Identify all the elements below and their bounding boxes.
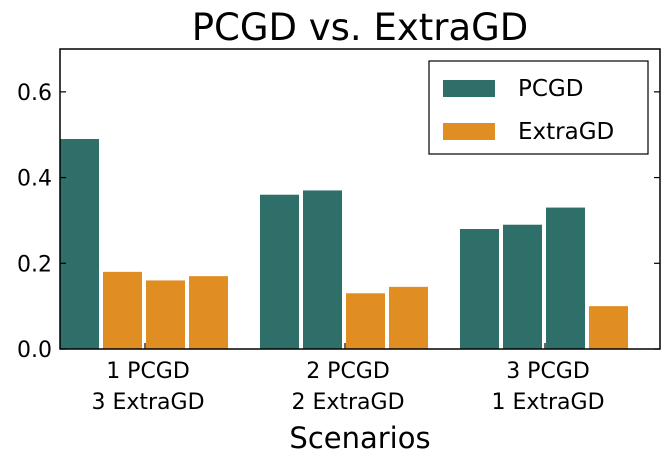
legend-label-extragd: ExtraGD — [518, 119, 614, 145]
legend-swatch-pcgd — [443, 80, 495, 97]
chart-title: PCGD vs. ExtraGD — [192, 6, 529, 49]
bar-pcgd-group3-3 — [546, 207, 585, 349]
y-tick-label: 0.6 — [17, 81, 52, 106]
x-tick-label-line1: 1 PCGD — [106, 359, 190, 384]
bar-extragd-group2-3 — [346, 293, 385, 349]
bar-pcgd-group2-1 — [260, 194, 299, 349]
x-tick-label-line2: 3 ExtraGD — [91, 390, 204, 415]
legend-label-pcgd: PCGD — [518, 76, 583, 102]
x-axis-label: Scenarios — [289, 421, 430, 455]
y-axis: 0.0 0.2 0.4 0.6 — [17, 81, 660, 363]
x-tick-label-line1: 3 PCGD — [506, 359, 590, 384]
bar-extragd-group2-4 — [389, 286, 428, 349]
bar-pcgd-group2-2 — [303, 190, 342, 349]
bar-extragd-group1-3 — [146, 280, 185, 349]
bar-pcgd-group1-1 — [60, 139, 99, 349]
legend-swatch-extragd — [443, 123, 495, 140]
bar-extragd-group3-4 — [589, 306, 628, 349]
y-tick-label: 0.2 — [17, 252, 52, 277]
x-tick-label-line2: 1 ExtraGD — [491, 390, 604, 415]
bars-layer — [60, 139, 628, 349]
y-tick-label: 0.0 — [17, 338, 52, 363]
plot-frame — [59, 48, 661, 350]
bar-extragd-group1-4 — [189, 276, 228, 349]
bar-extragd-group1-2 — [103, 271, 142, 349]
x-tick-label-line2: 2 ExtraGD — [291, 390, 404, 415]
x-tick-label-line1: 2 PCGD — [306, 359, 390, 384]
bar-pcgd-group3-1 — [460, 229, 499, 349]
x-axis: 1 PCGD 3 ExtraGD 2 PCGD 2 ExtraGD 3 PCGD 1 Ex… — [91, 343, 605, 415]
bar-pcgd-group3-2 — [503, 224, 542, 349]
legend: PCGD ExtraGD — [428, 60, 649, 155]
y-tick-label: 0.4 — [17, 167, 52, 192]
